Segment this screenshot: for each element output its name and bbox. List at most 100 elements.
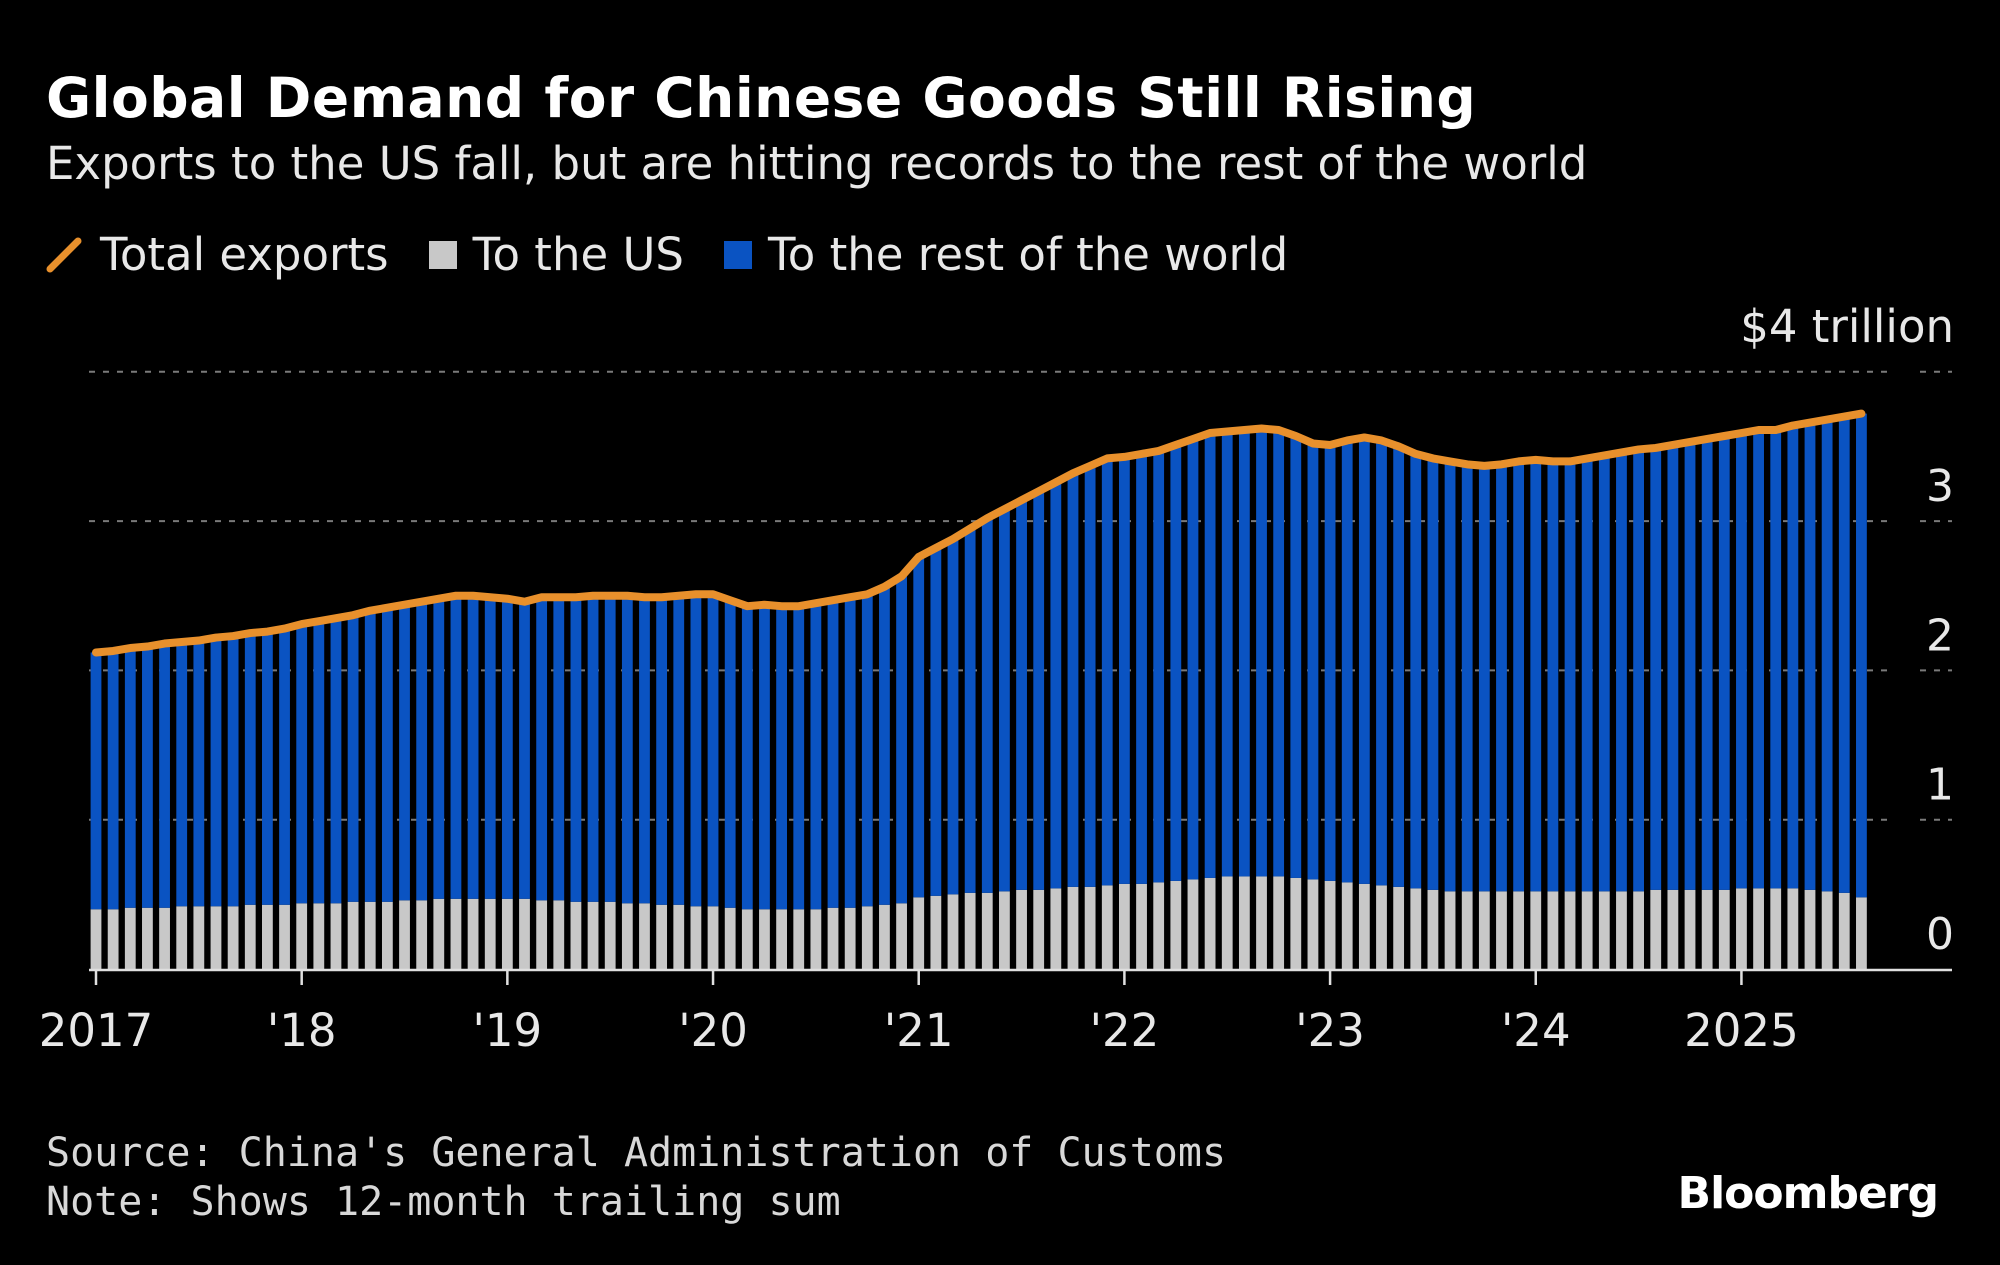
x-tick-label: '24 [1501,1004,1571,1057]
bar-rest-of-world [313,621,325,904]
bar-rest-of-world [930,547,942,896]
bar-to-us [844,907,856,969]
bar-to-us [142,907,153,969]
bar-to-us [1376,885,1387,969]
bar-rest-of-world [210,637,222,907]
bar-rest-of-world [1101,458,1113,886]
bar-to-us [1650,889,1662,969]
bar-to-us [450,898,462,969]
bar-to-us [433,898,445,969]
bar-to-us [1701,889,1713,969]
bar-rest-of-world [1530,459,1542,892]
bar-rest-of-world [690,594,702,907]
bar-to-us [330,903,342,969]
bar-rest-of-world [759,604,770,910]
bar-to-us [1204,877,1216,969]
bar-rest-of-world [1410,453,1422,889]
bar-rest-of-world [467,595,479,899]
bar-rest-of-world [1119,456,1130,884]
bar-rest-of-world [1153,450,1165,883]
x-tick-label: 2017 [39,1004,154,1057]
bar-rest-of-world [741,606,753,910]
bar-rest-of-world [1547,461,1559,892]
bar-to-us [416,900,428,969]
bar-to-us [673,904,685,969]
bar-rest-of-world [707,594,719,907]
bar-to-us [467,898,479,969]
bar-to-us [724,907,736,969]
bar-rest-of-world [999,509,1010,892]
bar-rest-of-world [1753,430,1764,889]
bar-rest-of-world [673,595,685,905]
bar-rest-of-world [450,595,462,899]
bar-rest-of-world [227,636,239,907]
bar-to-us [1633,891,1644,969]
bar-rest-of-world [1701,438,1713,890]
bar-to-us [1136,883,1147,969]
bar-to-us [1821,891,1833,969]
bar-to-us [364,901,376,969]
bar-rest-of-world [1050,482,1062,889]
bar-to-us [1256,876,1267,969]
bar-to-us [279,904,290,969]
bar-rest-of-world [124,648,136,908]
bar-to-us [227,906,239,969]
bar-rest-of-world [1016,500,1027,890]
bar-rest-of-world [501,598,513,899]
bar-to-us [1564,891,1576,969]
legend-item-rest-of-world: To the rest of the world [723,228,1288,281]
bar-rest-of-world [639,597,650,904]
bar-to-us [776,909,787,969]
bar-to-us [1598,891,1610,969]
bar-rest-of-world [416,601,428,901]
bar-rest-of-world [159,643,170,908]
bar-rest-of-world [1033,491,1045,890]
footnote: Note: Shows 12-month trailing sum [46,1179,841,1225]
bar-to-us [981,892,993,969]
bar-to-us [107,909,119,969]
bar-rest-of-world [1444,461,1456,892]
bar-rest-of-world [604,595,616,902]
bar-rest-of-world [1633,449,1644,892]
y-tick-label: 1 [1926,760,1954,811]
bar-to-us [347,901,359,969]
bar-to-us [1393,886,1405,969]
bar-to-us [244,904,256,969]
bar-rest-of-world [399,604,410,901]
bar-to-us [930,895,942,969]
bar-to-us [896,903,907,969]
bar-to-us [553,900,565,969]
bar-to-us [656,904,668,969]
bar-to-us [1307,879,1319,969]
x-tick-label: '23 [1295,1004,1365,1057]
legend-label: Total exports [100,228,389,281]
bar-to-us [1736,888,1747,969]
bar-to-us [210,906,222,969]
bar-to-us [1067,886,1079,969]
legend-item-to-us: To the US [428,228,684,281]
bar-rest-of-world [1461,464,1473,892]
bar-rest-of-world [107,650,119,910]
bar-to-us [1016,889,1027,969]
bar-rest-of-world [262,631,273,905]
bar-to-us [690,906,702,969]
y-tick-label: 0 [1926,909,1954,960]
bar-rest-of-world [381,607,393,902]
bar-to-us [1856,897,1867,969]
bar-to-us [639,903,650,969]
bar-rest-of-world [1187,438,1199,880]
bar-to-us [1616,891,1627,969]
bar-rest-of-world [1256,428,1267,877]
bar-to-us [1581,891,1593,969]
total-exports-line [92,409,1866,657]
bar-rest-of-world [484,597,496,899]
bar-rest-of-world [1598,455,1610,892]
bar-to-us [1119,883,1130,969]
bar-to-us [1290,877,1302,969]
bar-rest-of-world [1478,465,1490,892]
bar-rest-of-world [1324,444,1336,881]
bar-rest-of-world [913,556,925,898]
bar-rest-of-world [861,594,873,907]
bar-to-us [964,892,976,969]
bar-to-us [124,907,136,969]
